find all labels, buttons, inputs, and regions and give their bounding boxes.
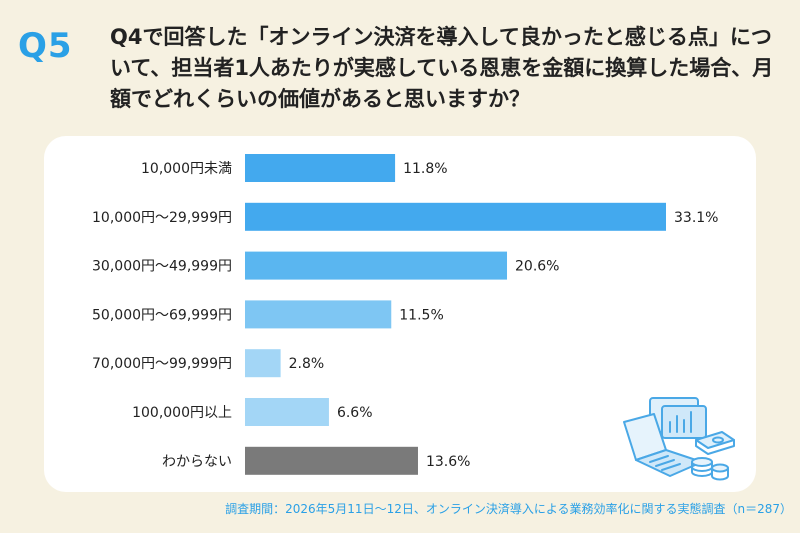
bar bbox=[245, 398, 329, 426]
value-label: 2.8% bbox=[289, 356, 325, 372]
question-text: Q4で回答した「オンライン決済を導入して良かったと感じる点」について、担当者1人… bbox=[110, 25, 774, 111]
survey-footnote: 調査期間：2026年5月11日～12日、オンライン決済導入による業務効率化に関す… bbox=[225, 502, 792, 516]
category-label: 10,000円～29,999円 bbox=[92, 210, 232, 226]
bar bbox=[245, 300, 392, 329]
value-label: 11.8% bbox=[403, 161, 447, 177]
bar bbox=[245, 202, 666, 231]
value-label: 6.6% bbox=[337, 405, 373, 421]
value-label: 20.6% bbox=[515, 259, 559, 275]
category-label: 30,000円～49,999円 bbox=[92, 259, 232, 275]
value-label: 11.5% bbox=[399, 307, 443, 323]
question-number-badge: Q5 bbox=[18, 26, 73, 66]
bar bbox=[245, 446, 418, 475]
value-label: 33.1% bbox=[674, 210, 718, 226]
laptop-with-chart-and-coins-icon bbox=[623, 397, 735, 481]
category-label: 70,000円～99,999円 bbox=[92, 356, 232, 372]
bar bbox=[245, 154, 396, 182]
bar bbox=[245, 251, 508, 280]
category-label: 10,000円未満 bbox=[141, 161, 232, 177]
category-label: わからない bbox=[162, 454, 232, 470]
category-label: 100,000円以上 bbox=[132, 405, 232, 421]
category-label: 50,000円～69,999円 bbox=[92, 307, 232, 323]
value-label: 13.6% bbox=[426, 454, 470, 470]
bar bbox=[245, 349, 281, 378]
